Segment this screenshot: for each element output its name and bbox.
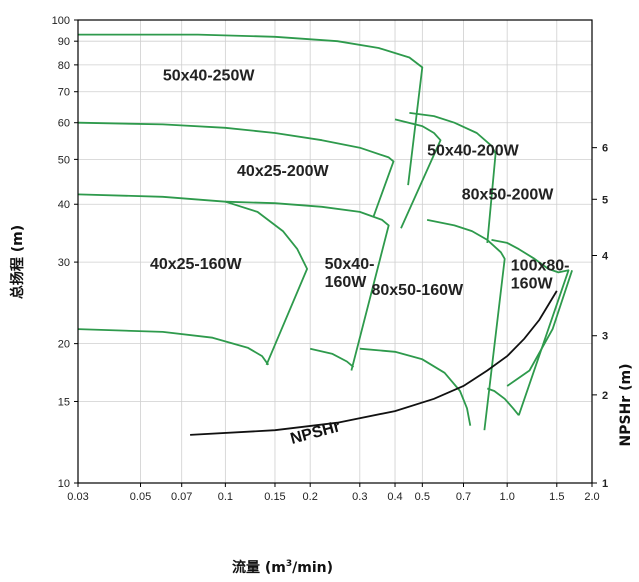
model-label: 160W xyxy=(325,274,368,291)
model-label: 160W xyxy=(511,276,554,293)
x-tick-label: 1.0 xyxy=(500,491,515,503)
pump-curve-50x40-200W xyxy=(409,112,497,243)
model-label: 50x40-250W xyxy=(163,68,256,85)
pump-curve-lower-80x50-160W-c xyxy=(506,270,573,387)
plot-frame xyxy=(77,19,593,484)
x-tick-label: 0.03 xyxy=(67,491,88,503)
y-tick-label: 20 xyxy=(58,339,70,351)
y-tick-label: 90 xyxy=(58,36,70,48)
model-label: 40x25-200W xyxy=(237,163,330,180)
pump-curve-80x50-160W xyxy=(359,347,472,426)
pump-curve-100x80-160W-small xyxy=(309,347,355,368)
x-tick-label: 0.3 xyxy=(352,491,367,503)
y-right-tick-labels: 1 2 3 4 5 6 xyxy=(592,143,609,490)
y-tick-label: 10 xyxy=(58,478,70,490)
y-tick-label: 60 xyxy=(58,118,70,130)
pump-curve-40x25-200W xyxy=(77,121,395,218)
y-right-tick-label: 5 xyxy=(602,194,608,206)
pump-curve-lower-40x25-160W xyxy=(77,328,270,366)
model-label: 80x50-200W xyxy=(462,186,555,203)
model-label: 80x50-160W xyxy=(371,282,464,299)
x-tick-labels: 0.03 0.05 0.07 0.1 0.15 0.2 0.3 0.4 0.5 0.7 1.0 1.5… xyxy=(67,483,600,503)
model-labels: 50x40-250W 50x40-200W 40x25-200W 80x50-200W… xyxy=(150,68,570,299)
y-tick-label: 70 xyxy=(58,87,70,99)
npshr-line xyxy=(190,290,558,436)
npshr-label: NPSHr xyxy=(289,418,342,448)
x-tick-label: 0.07 xyxy=(171,491,192,503)
npshr-curve xyxy=(190,290,558,436)
pump-curve-50x40-160W xyxy=(225,200,390,371)
x-tick-label: 0.05 xyxy=(130,491,151,503)
x-tick-label: 2.0 xyxy=(584,491,599,503)
y-tick-label: 80 xyxy=(58,60,70,72)
grid xyxy=(77,19,593,484)
pump-curve-50x40-200W-small xyxy=(394,118,442,229)
pump-curve-50x40-250W xyxy=(78,33,424,186)
pump-curve-40x25-160W xyxy=(77,193,308,366)
x-tick-label: 0.2 xyxy=(303,491,318,503)
y-right-tick-label: 4 xyxy=(602,250,609,262)
y-right-tick-label: 3 xyxy=(602,331,608,343)
y-tick-label: 15 xyxy=(58,396,70,408)
pump-curve-lower-80x50-160W-b xyxy=(486,387,520,416)
y-right-axis-title: NPSHr (m) xyxy=(618,364,634,447)
x-axis-title-tail: /min) xyxy=(292,560,333,576)
y-right-tick-label: 2 xyxy=(602,390,608,402)
y-right-tick-label: 6 xyxy=(602,143,608,155)
model-label: 50x40- xyxy=(325,256,375,273)
y-tick-label: 100 xyxy=(52,15,70,27)
x-axis-title-sup: 3 xyxy=(286,559,292,569)
model-label: 100x80- xyxy=(511,257,570,274)
model-label: 50x40-200W xyxy=(427,142,520,159)
x-tick-label: 0.5 xyxy=(415,491,430,503)
x-tick-label: 0.15 xyxy=(264,491,285,503)
pump-curve-80x50-200W xyxy=(426,219,506,431)
pump-curves xyxy=(77,33,573,431)
y-tick-label: 50 xyxy=(58,154,70,166)
pump-curve-100x80-160W xyxy=(491,239,570,416)
model-label: 40x25-160W xyxy=(150,256,243,273)
y-left-tick-labels: 10 15 20 30 40 50 60 70 80 90 100 xyxy=(52,15,78,490)
x-axis-title-main: 流量 (m xyxy=(232,559,286,576)
x-tick-label: 0.4 xyxy=(387,491,402,503)
x-tick-label: 1.5 xyxy=(549,491,564,503)
x-tick-label: 0.1 xyxy=(218,491,233,503)
y-right-tick-label: 1 xyxy=(602,478,608,490)
x-axis-title: 流量 (m3/min) xyxy=(232,559,333,576)
y-left-axis-title: 总扬程 (m) xyxy=(9,225,26,299)
x-tick-label: 0.7 xyxy=(456,491,471,503)
y-tick-label: 40 xyxy=(58,199,70,211)
y-tick-label: 30 xyxy=(58,257,70,269)
